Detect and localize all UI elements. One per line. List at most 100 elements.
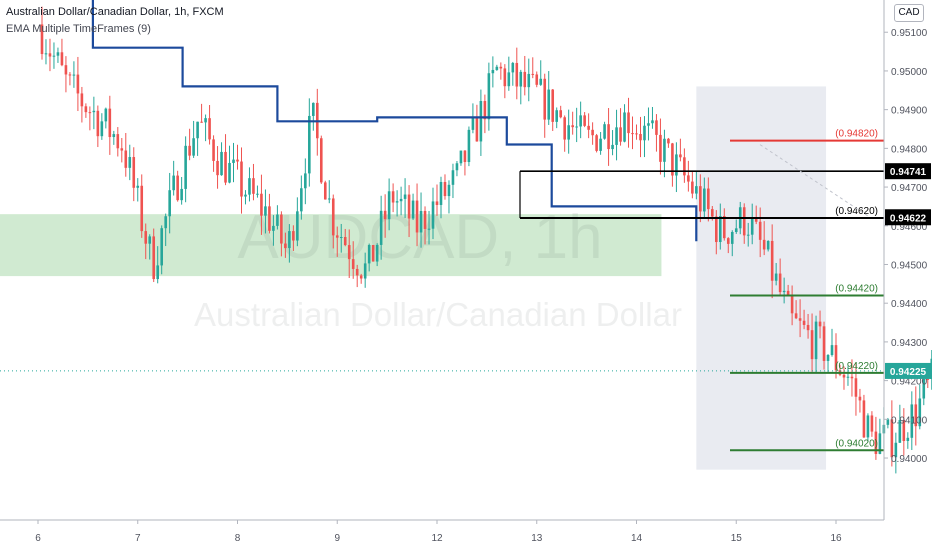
candle-body (383, 210, 387, 220)
ema-line (91, 0, 698, 242)
level-label: (0.94820) (835, 129, 878, 140)
candle-body (116, 134, 120, 149)
candle-body (766, 240, 770, 250)
candle-body (914, 404, 918, 427)
candle-body (256, 193, 259, 195)
candle-body (395, 201, 399, 203)
candle-body (910, 404, 914, 438)
candle-body (603, 124, 606, 139)
candle-body (108, 108, 112, 138)
y-tick-label: 0.94700 (891, 183, 928, 194)
candle-body (846, 376, 850, 378)
x-tick-label: 8 (235, 533, 241, 544)
candle-body (842, 374, 846, 378)
candle-body (822, 326, 826, 361)
candle-body (196, 121, 199, 139)
candle-body (922, 378, 926, 399)
candle-body (100, 121, 104, 137)
candle-body (419, 210, 423, 233)
candle-body (343, 237, 347, 246)
candle-body (192, 138, 195, 156)
candle-body (750, 218, 754, 235)
candle-body (695, 186, 698, 194)
candle-body (635, 133, 638, 135)
candle-body (711, 209, 714, 217)
level-label: (0.94420) (835, 283, 878, 294)
candle-body (68, 74, 72, 76)
candle-body (172, 175, 175, 191)
candle-body (479, 101, 483, 142)
candle-body (874, 431, 878, 454)
candle-body (742, 207, 746, 236)
candle-body (144, 231, 148, 244)
candle-body (830, 345, 834, 355)
candle-body (543, 78, 547, 120)
candle-body (591, 129, 594, 136)
candle-body (870, 415, 874, 432)
candle-body (746, 234, 750, 236)
candle-body (204, 118, 207, 123)
candle-body (647, 123, 650, 126)
candle-body (188, 145, 191, 156)
candle-body (335, 235, 339, 238)
candle-body (375, 244, 379, 262)
candle-body (339, 237, 343, 239)
candle-body (451, 170, 455, 185)
y-tick-label: 0.94000 (891, 454, 928, 465)
candle-body (663, 138, 666, 162)
candle-body (136, 185, 140, 188)
candle-body (347, 245, 351, 260)
zones-layer (0, 86, 827, 470)
candle-body (232, 159, 235, 163)
level-label: (0.94620) (835, 206, 878, 217)
candle-body (862, 400, 866, 438)
y-tick-label: 0.94400 (891, 299, 928, 310)
candle-body (894, 442, 898, 458)
candle-body (583, 115, 586, 126)
candle-body (579, 115, 582, 127)
candle-body (734, 228, 738, 232)
candle-body (691, 181, 694, 194)
candle-body (407, 194, 411, 219)
candle-body (64, 65, 68, 75)
candle-body (495, 66, 499, 70)
candle-body (491, 69, 495, 74)
candle-body (675, 154, 678, 176)
price-tag (885, 209, 931, 226)
candle-body (60, 52, 64, 66)
candle-body (623, 112, 626, 142)
currency-badge[interactable]: CAD (894, 4, 924, 22)
x-tick-label: 13 (531, 533, 543, 544)
candle-body (906, 437, 910, 442)
x-tick-label: 16 (830, 533, 842, 544)
candle-body (774, 273, 778, 281)
candle-body (559, 110, 562, 118)
candle-body (535, 74, 539, 85)
candle-body (726, 238, 730, 244)
candle-body (687, 175, 690, 182)
left-demand-zone (0, 214, 662, 277)
candle-body (236, 159, 239, 162)
candle-body (399, 198, 403, 202)
candle-body (858, 396, 862, 401)
candle-body (284, 243, 287, 249)
candle-body (351, 259, 355, 269)
candle-body (475, 116, 479, 142)
candle-body (595, 135, 598, 151)
candle-body (790, 295, 794, 314)
candle-body (587, 125, 590, 130)
candle-body (699, 186, 702, 212)
candle-body (782, 290, 786, 293)
candle-body (467, 129, 471, 163)
candle-body (683, 157, 686, 176)
candle-body (455, 163, 459, 171)
candle-body (527, 73, 531, 88)
candle-body (639, 133, 642, 141)
candle-body (244, 194, 247, 197)
candle-body (264, 206, 267, 216)
candle-body (471, 116, 475, 130)
candle-body (208, 118, 211, 140)
candle-body (754, 218, 758, 222)
candle-body (563, 117, 566, 140)
